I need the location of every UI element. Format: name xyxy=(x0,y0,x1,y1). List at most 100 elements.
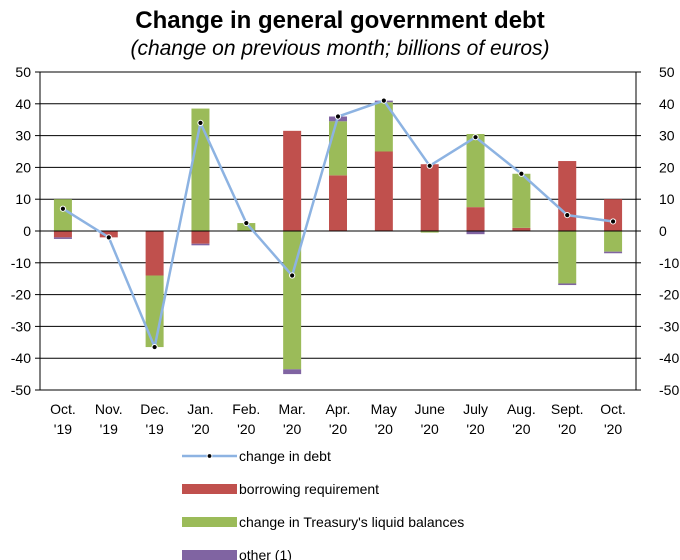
bar-borrowing-requirement xyxy=(512,227,531,231)
y-tick-label-left: 0 xyxy=(23,223,31,239)
x-tick-label-year: '20 xyxy=(375,421,393,437)
bar-borrowing-requirement xyxy=(283,130,302,231)
x-tick-label-year: '20 xyxy=(604,421,622,437)
change-in-debt-line xyxy=(59,97,617,351)
bar-change-in-treasury-s-liquid-balances xyxy=(604,231,623,252)
x-tick-label: July xyxy=(463,401,488,417)
bar-borrowing-requirement xyxy=(374,151,393,231)
y-tick-label-right: -20 xyxy=(659,287,679,303)
change-in-debt-point xyxy=(105,234,112,241)
y-tick-label-left: -20 xyxy=(11,287,31,303)
x-tick-label-year: '20 xyxy=(466,421,484,437)
bar-borrowing-requirement xyxy=(329,175,347,231)
y-tick-label-right: 50 xyxy=(659,64,675,80)
x-tick-label: Nov. xyxy=(95,401,123,417)
bar-other-1 xyxy=(604,251,623,254)
x-tick-label: Oct. xyxy=(600,401,626,417)
bar-borrowing-requirement xyxy=(191,231,210,244)
x-tick-label-year: '20 xyxy=(421,421,439,437)
y-tick-label-right: 30 xyxy=(659,128,675,144)
x-tick-label-year: '20 xyxy=(191,421,209,437)
x-tick-label: May xyxy=(371,401,397,417)
y-tick-label-left: 10 xyxy=(15,191,31,207)
y-tick-label-left: -50 xyxy=(11,382,31,398)
y-tick-label-right: 40 xyxy=(659,96,675,112)
bar-other-1 xyxy=(283,369,302,375)
x-tick-label: Dec. xyxy=(140,401,169,417)
x-tick-label-year: '20 xyxy=(283,421,301,437)
x-tick-label-year: '20 xyxy=(237,421,255,437)
bars xyxy=(53,100,623,375)
axes xyxy=(35,71,641,391)
x-tick-label: Oct. xyxy=(50,401,76,417)
x-tick-label-year: '20 xyxy=(512,421,530,437)
legend-swatch-borrowing-requirement xyxy=(182,484,237,494)
bar-borrowing-requirement xyxy=(145,231,164,276)
y-tick-label-left: 40 xyxy=(15,96,31,112)
change-in-debt-point xyxy=(59,205,67,212)
change-in-debt-point xyxy=(334,113,342,120)
change-in-debt-point xyxy=(518,170,525,177)
legend-marker xyxy=(206,453,213,459)
y-tick-label-left: 20 xyxy=(15,159,31,175)
chart-title: Change in general government debt xyxy=(135,7,544,34)
change-in-debt-point xyxy=(289,272,296,279)
y-tick-label-left: 30 xyxy=(15,128,31,144)
bar-borrowing-requirement xyxy=(99,231,118,238)
change-in-debt-point xyxy=(564,212,571,219)
change-in-debt-point xyxy=(609,218,617,225)
x-tick-label: Jan. xyxy=(187,401,213,417)
change-in-debt-point xyxy=(197,119,204,126)
y-tick-label-left: -10 xyxy=(11,255,31,271)
x-tick-label-year: '19 xyxy=(145,421,163,437)
legend-label: change in Treasury's liquid balances xyxy=(239,514,464,530)
x-tick-label-year: '20 xyxy=(558,421,576,437)
change-in-debt-point xyxy=(426,162,433,169)
bar-other-1 xyxy=(558,283,577,286)
x-tick-label: Apr. xyxy=(326,401,351,417)
bar-change-in-treasury-s-liquid-balances xyxy=(466,134,485,208)
legend-swatch-other-1 xyxy=(182,550,237,560)
bar-change-in-treasury-s-liquid-balances xyxy=(374,102,393,152)
bar-other-1 xyxy=(191,243,210,246)
x-tick-label-year: '19 xyxy=(54,421,72,437)
bar-borrowing-requirement xyxy=(558,161,577,231)
y-tick-label-right: 10 xyxy=(659,191,675,207)
bar-change-in-treasury-s-liquid-balances xyxy=(420,231,439,233)
change-in-debt-point xyxy=(151,343,158,351)
x-tick-label: June xyxy=(415,401,446,417)
y-tick-label-right: 20 xyxy=(659,159,675,175)
legend-label: change in debt xyxy=(239,448,331,464)
x-tick-label: Feb. xyxy=(232,401,260,417)
bar-change-in-treasury-s-liquid-balances xyxy=(512,173,531,228)
y-tick-label-left: 50 xyxy=(15,64,31,80)
y-tick-label-right: -50 xyxy=(659,382,679,398)
chart-subtitle: (change on previous month; billions of e… xyxy=(130,37,549,60)
x-tick-label: Mar. xyxy=(279,401,306,417)
legend-swatch-change-in-treasury-s-liquid-balances xyxy=(182,517,237,527)
y-tick-label-right: -40 xyxy=(659,350,679,366)
legend-label: other (1) xyxy=(239,547,292,560)
bar-change-in-treasury-s-liquid-balances xyxy=(283,231,302,370)
bar-other-1 xyxy=(53,237,72,239)
y-tick-label-left: -40 xyxy=(11,350,31,366)
y-tick-label-right: -30 xyxy=(659,318,679,334)
bar-change-in-treasury-s-liquid-balances xyxy=(329,121,347,176)
bar-borrowing-requirement xyxy=(53,231,72,238)
bar-borrowing-requirement xyxy=(466,207,485,231)
bar-change-in-treasury-s-liquid-balances xyxy=(53,199,72,231)
y-tick-label-right: 0 xyxy=(659,223,667,239)
bar-change-in-treasury-s-liquid-balances xyxy=(237,223,256,231)
bar-borrowing-requirement xyxy=(420,164,439,231)
legend-label: borrowing requirement xyxy=(239,481,379,497)
change-in-debt-point xyxy=(243,219,250,227)
x-tick-label: Sept. xyxy=(551,401,584,417)
y-tick-label-left: -30 xyxy=(11,318,31,334)
x-tick-label: Aug. xyxy=(507,401,536,417)
change-in-debt-point xyxy=(380,97,387,104)
y-tick-label-right: -10 xyxy=(659,255,679,271)
x-tick-label-year: '20 xyxy=(329,421,347,437)
tick-labels: 50 50 40 40 30 30 20 20 10 10 0 0 -10 -10 -20 -20 -30 -30… xyxy=(11,64,680,437)
change-in-debt-point xyxy=(472,134,479,141)
